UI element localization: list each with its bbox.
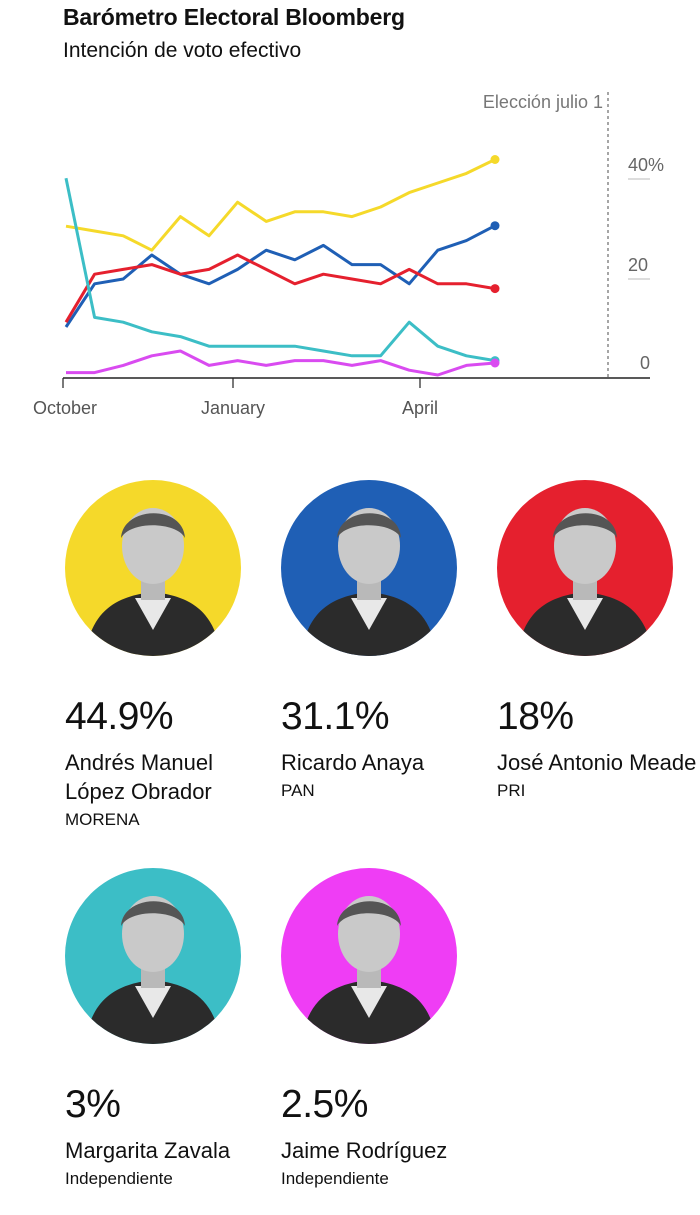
series-end-point-bronco [490,358,500,368]
candidate-name: Jaime Rodríguez [281,1138,448,1163]
candidate-name: José Antonio Meade [497,750,697,775]
candidate-portrait [497,480,673,656]
candidate-name: Ricardo Anaya [281,750,425,775]
candidate-portrait [65,480,241,656]
candidate-name: Andrés Manuel López Obrador [65,750,213,804]
y-tick-label-20: 20 [628,255,648,275]
series-line-zavala [64,177,496,363]
candidate-percentage: 3% [65,1083,121,1126]
chart-subtitle: Intención de voto efectivo [63,39,302,62]
candidate-party: PRI [497,781,526,800]
y-tick-label-0: 0 [640,353,650,373]
election-marker-label: Elección julio 1 [483,92,603,112]
candidate-percentage: 44.9% [65,695,174,738]
x-tick-label-april: April [402,398,438,418]
candidate-party: Independiente [281,1169,389,1188]
series-line-meade [64,253,496,323]
candidate-portrait [281,868,457,1044]
candidate-percentage: 2.5% [281,1083,368,1126]
y-tick-label-40: 40% [628,155,664,175]
series-line-amlo [65,158,496,252]
series-end-point-meade [490,284,500,294]
candidate-portrait [281,480,457,656]
candidate-party: Independiente [65,1169,173,1188]
series-layer [64,155,500,377]
candidate-party: MORENA [65,810,140,829]
candidate-party: PAN [281,781,315,800]
series-line-bronco [66,349,496,377]
candidate-name: Margarita Zavala [65,1138,231,1163]
chart-title: Barómetro Electoral Bloomberg [63,4,405,30]
x-tick-label-october: October [33,398,97,418]
line-chart: October January April Elección julio 1 4… [33,92,664,418]
candidate-portrait [65,868,241,1044]
series-end-point-amlo [490,155,500,164]
x-tick-label-january: January [201,398,265,418]
candidate-percentage: 31.1% [281,695,390,738]
candidate-percentage: 18% [497,695,574,738]
series-end-point-anaya [490,221,500,231]
